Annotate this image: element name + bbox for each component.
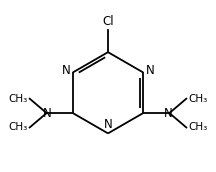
Text: N: N [62, 64, 70, 77]
Text: Cl: Cl [102, 15, 114, 28]
Text: CH₃: CH₃ [188, 94, 207, 104]
Text: CH₃: CH₃ [9, 122, 28, 132]
Text: N: N [43, 107, 52, 120]
Text: N: N [104, 118, 112, 131]
Text: N: N [164, 107, 173, 120]
Text: CH₃: CH₃ [9, 94, 28, 104]
Text: CH₃: CH₃ [188, 122, 207, 132]
Text: N: N [146, 64, 154, 77]
